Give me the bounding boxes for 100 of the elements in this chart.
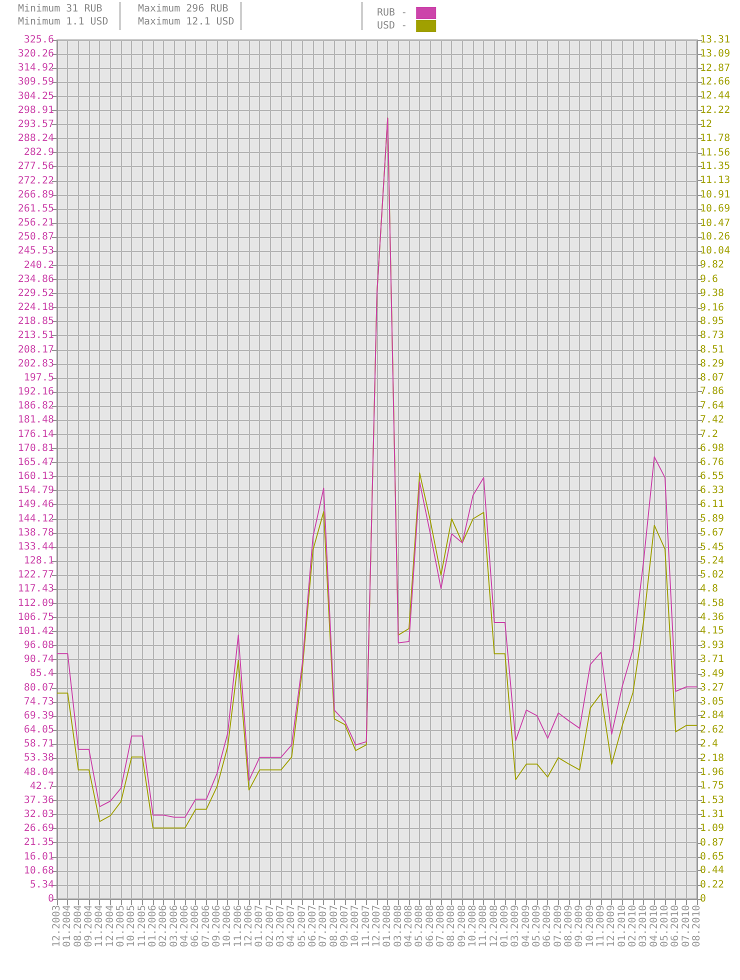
text: Minimum 1.1 USD — [18, 16, 108, 28]
y2-tick-label: 12.44 — [700, 90, 730, 102]
y2-tick-label: 6.76 — [700, 457, 724, 468]
y2-tick-label: 4.8 — [700, 584, 718, 595]
x-tick-label: 08.2004 — [72, 905, 84, 948]
x-tick-label: 11.2009 — [596, 905, 606, 948]
x-tick-label: 07.2008 — [436, 905, 446, 948]
y2-tick-label: 5.67 — [700, 528, 724, 539]
y2-tick-label: 7.86 — [700, 386, 724, 398]
x-tick-label: 10.2009 — [584, 905, 596, 948]
y-tick-label: 266.89 — [18, 189, 54, 200]
y-tick-label: 202.83 — [18, 358, 54, 370]
y2-tick-label: 8.95 — [700, 316, 724, 327]
y2-tick-label: 12.22 — [700, 104, 730, 116]
y-tick-label: 272.22 — [18, 175, 54, 186]
y2-tick-label: 0 — [700, 894, 706, 904]
y2-tick-label: 13.09 — [700, 48, 730, 60]
y2-tick-label: 0.22 — [700, 879, 724, 890]
x-tick-label: 11.2007 — [360, 905, 372, 948]
x-tick-label: 07.2009 — [552, 905, 564, 948]
y-tick-label: 149.46 — [18, 499, 54, 510]
y-tick-label: 53.38 — [24, 752, 54, 764]
x-tick-label: 12.2003 — [52, 905, 62, 948]
x-tick-label: 03.2008 — [392, 905, 404, 948]
y2-tick-label: 3.93 — [700, 640, 724, 651]
x-tick-label: 12.2009 — [606, 905, 618, 948]
y-tick-label: 320.26 — [18, 48, 54, 60]
y2-tick-label: 8.51 — [700, 344, 724, 356]
y-tick-label: 181.48 — [18, 414, 54, 426]
y-tick-label: 42.7 — [30, 780, 54, 792]
x-tick-label: 07.2006 — [200, 905, 212, 948]
x-tick-label: 09.2006 — [212, 905, 222, 948]
y2-tick-label: 8.29 — [700, 358, 724, 370]
x-tick-label: 12.2004 — [104, 905, 116, 948]
text: Maximum 12.1 USD — [138, 16, 234, 28]
y-tick-label: 106.75 — [18, 612, 54, 623]
y-tick-label: 144.12 — [18, 513, 54, 524]
x-tick-label: 08.2010 — [692, 905, 702, 948]
x-tick-label: 05.2009 — [532, 905, 542, 948]
y-tick-label: 0 — [48, 894, 54, 904]
y2-tick-label: 1.53 — [700, 794, 724, 806]
y-tick-label: 325.6 — [24, 34, 54, 46]
x-tick-label: 06.2007 — [308, 905, 318, 948]
x-tick-label: 11.2008 — [478, 905, 490, 948]
y-tick-label: 154.79 — [18, 485, 54, 496]
y-tick-label: 112.09 — [18, 598, 54, 609]
y-tick-label: 96.08 — [24, 640, 54, 652]
x-tick-label: 05.2010 — [660, 905, 670, 948]
y2-tick-label: 4.36 — [700, 612, 724, 624]
x-tick-label: 03.2007 — [276, 905, 286, 948]
y-tick-label: 282.9 — [24, 147, 54, 158]
y2-tick-label: 3.49 — [700, 668, 724, 680]
y2-tick-label: 6.55 — [700, 470, 724, 482]
y-tick-label: 170.81 — [18, 442, 54, 454]
y-tick-label: 240.2 — [24, 260, 54, 271]
legend-label: RUB - — [376, 8, 408, 18]
legend-label: USD - — [376, 20, 408, 32]
y-tick-label: 250.87 — [18, 232, 54, 243]
x-tick-label: 10.2008 — [468, 905, 478, 948]
x-tick-label: 05.2008 — [414, 905, 426, 948]
y-tick-label: 133.44 — [18, 541, 54, 552]
x-tick-label: 09.2009 — [574, 905, 586, 948]
y-tick-label: 101.42 — [18, 626, 54, 637]
y2-tick-label: 8.07 — [700, 372, 724, 384]
y2-tick-label: 12 — [700, 119, 712, 130]
x-tick-label: 02.2006 — [158, 905, 170, 948]
y2-tick-label: 11.78 — [700, 133, 730, 144]
x-tick-label: 01.2010 — [616, 905, 628, 948]
y2-tick-label: 6.33 — [700, 484, 724, 496]
y-tick-label: 213.51 — [18, 330, 54, 342]
y-tick-label: 208.17 — [18, 344, 54, 356]
x-tick-label: 08.2009 — [564, 905, 574, 948]
y-tick-label: 192.16 — [18, 386, 54, 398]
y2-tick-label: 0.44 — [700, 865, 724, 876]
y-tick-label: 234.86 — [18, 274, 54, 285]
y-tick-label: 293.57 — [18, 119, 54, 130]
y2-tick-label: 0.87 — [700, 837, 724, 848]
y2-tick-label: 4.15 — [700, 626, 724, 637]
y2-tick-label: 3.27 — [700, 682, 724, 694]
y-tick-label: 64.05 — [24, 724, 54, 736]
y-tick-label: 218.85 — [18, 316, 54, 328]
y-tick-label: 224.18 — [18, 302, 54, 314]
x-tick-label: 01.2006 — [148, 905, 158, 948]
y-tick-label: 26.69 — [24, 823, 54, 834]
y2-tick-label: 11.35 — [700, 160, 730, 172]
x-tick-label: 03.2009 — [510, 905, 522, 948]
x-tick-label: 08.2007 — [328, 905, 340, 948]
x-tick-label: 01.2009 — [500, 905, 510, 948]
y2-tick-label: 9.6 — [700, 274, 718, 285]
x-tick-label: 06.2010 — [670, 905, 682, 948]
y-tick-label: 314.92 — [18, 62, 54, 74]
y2-tick-label: 3.71 — [700, 654, 724, 666]
y-tick-label: 90.74 — [24, 654, 54, 666]
x-tick-label: 12.2006 — [244, 905, 254, 948]
x-tick-label: 07.2010 — [680, 905, 692, 948]
y-tick-label: 309.59 — [18, 76, 54, 88]
x-tick-label: 04.2009 — [520, 905, 532, 948]
y2-tick-label: 2.62 — [700, 724, 724, 736]
x-tick-label: 09.2004 — [84, 905, 94, 948]
y2-tick-label: 0.65 — [700, 852, 724, 863]
